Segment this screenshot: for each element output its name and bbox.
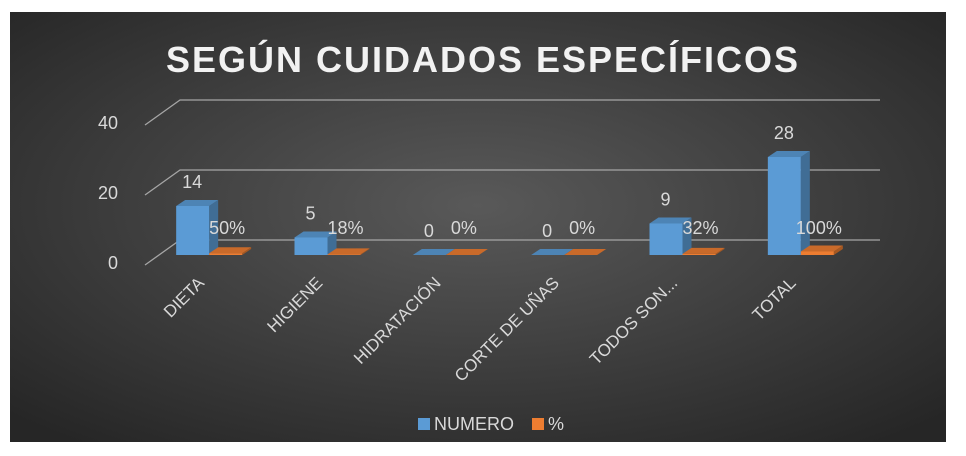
legend-label: % <box>548 414 564 434</box>
bar-side <box>800 151 810 255</box>
data-label: 0% <box>451 218 477 238</box>
bar <box>800 251 834 255</box>
bar <box>649 223 683 255</box>
bar-top <box>209 247 252 254</box>
bar-top <box>176 200 219 206</box>
y-tick-label: 40 <box>98 113 118 133</box>
bar <box>327 254 361 255</box>
bar-top <box>682 247 725 254</box>
bar-top <box>294 231 337 238</box>
bar-top <box>327 248 370 255</box>
bar-side <box>682 217 692 255</box>
data-label: 50% <box>209 218 245 238</box>
data-label: 5 <box>305 204 315 224</box>
legend-swatch <box>418 418 430 430</box>
bar-side <box>209 200 219 255</box>
grid-line <box>144 169 880 196</box>
legend-swatch <box>532 418 544 430</box>
bar <box>294 237 328 255</box>
data-label: 0% <box>569 218 595 238</box>
bar-top <box>445 249 488 255</box>
legend-label: NUMERO <box>434 414 514 434</box>
bar-top <box>412 249 455 255</box>
data-label: 100% <box>796 218 842 238</box>
bar-side <box>360 248 370 255</box>
data-label: 32% <box>682 218 718 238</box>
bar-top <box>531 249 574 255</box>
bar-side <box>327 231 337 255</box>
bar <box>176 206 210 255</box>
grid-line <box>144 99 880 126</box>
bar <box>209 253 243 255</box>
data-label: 18% <box>327 218 363 238</box>
bar <box>767 157 801 255</box>
bar-side <box>715 247 725 255</box>
bar-top <box>564 249 607 255</box>
data-label: 0 <box>542 221 552 241</box>
chart-title: SEGÚN CUIDADOS ESPECÍFICOS <box>166 38 800 80</box>
bar-side <box>242 247 252 255</box>
data-label: 28 <box>774 123 794 143</box>
data-label: 9 <box>660 190 670 210</box>
y-tick-label: 20 <box>98 183 118 203</box>
data-label: 14 <box>182 172 202 192</box>
bar-top <box>800 245 843 252</box>
bar-top <box>649 217 692 224</box>
y-tick-label: 0 <box>108 253 118 273</box>
data-label: 0 <box>424 221 434 241</box>
bar-side <box>833 245 843 255</box>
bar-top <box>767 151 810 157</box>
bar <box>682 253 716 255</box>
